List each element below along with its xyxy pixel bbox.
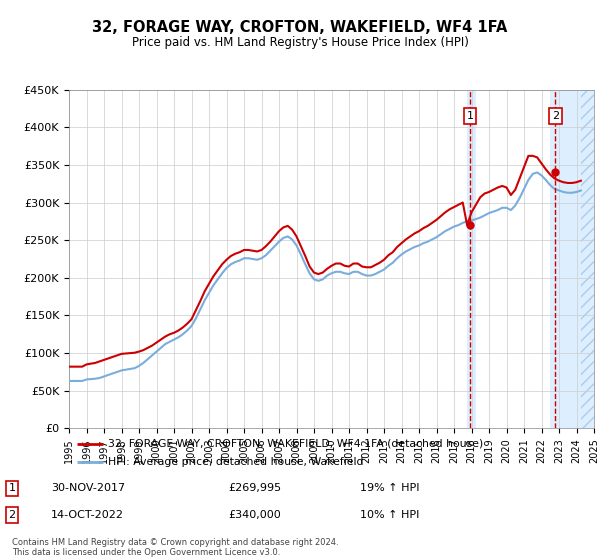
Text: Price paid vs. HM Land Registry's House Price Index (HPI): Price paid vs. HM Land Registry's House …	[131, 36, 469, 49]
Text: 2: 2	[552, 111, 559, 121]
Text: HPI: Average price, detached house, Wakefield: HPI: Average price, detached house, Wake…	[109, 458, 364, 467]
Text: 32, FORAGE WAY, CROFTON, WAKEFIELD, WF4 1FA (detached house): 32, FORAGE WAY, CROFTON, WAKEFIELD, WF4 …	[109, 439, 484, 449]
Text: 14-OCT-2022: 14-OCT-2022	[51, 510, 124, 520]
Text: £269,995: £269,995	[228, 483, 281, 493]
Text: 1: 1	[8, 483, 16, 493]
Text: 19% ↑ HPI: 19% ↑ HPI	[360, 483, 419, 493]
Text: 10% ↑ HPI: 10% ↑ HPI	[360, 510, 419, 520]
Bar	[581, 90, 600, 428]
Bar	[550, 90, 594, 428]
Text: Contains HM Land Registry data © Crown copyright and database right 2024.
This d: Contains HM Land Registry data © Crown c…	[12, 538, 338, 557]
Text: 1: 1	[467, 111, 473, 121]
Text: 32, FORAGE WAY, CROFTON, WAKEFIELD, WF4 1FA: 32, FORAGE WAY, CROFTON, WAKEFIELD, WF4 …	[92, 20, 508, 35]
Text: £340,000: £340,000	[228, 510, 281, 520]
Text: 2: 2	[8, 510, 16, 520]
Text: 30-NOV-2017: 30-NOV-2017	[51, 483, 125, 493]
Bar	[467, 90, 476, 428]
